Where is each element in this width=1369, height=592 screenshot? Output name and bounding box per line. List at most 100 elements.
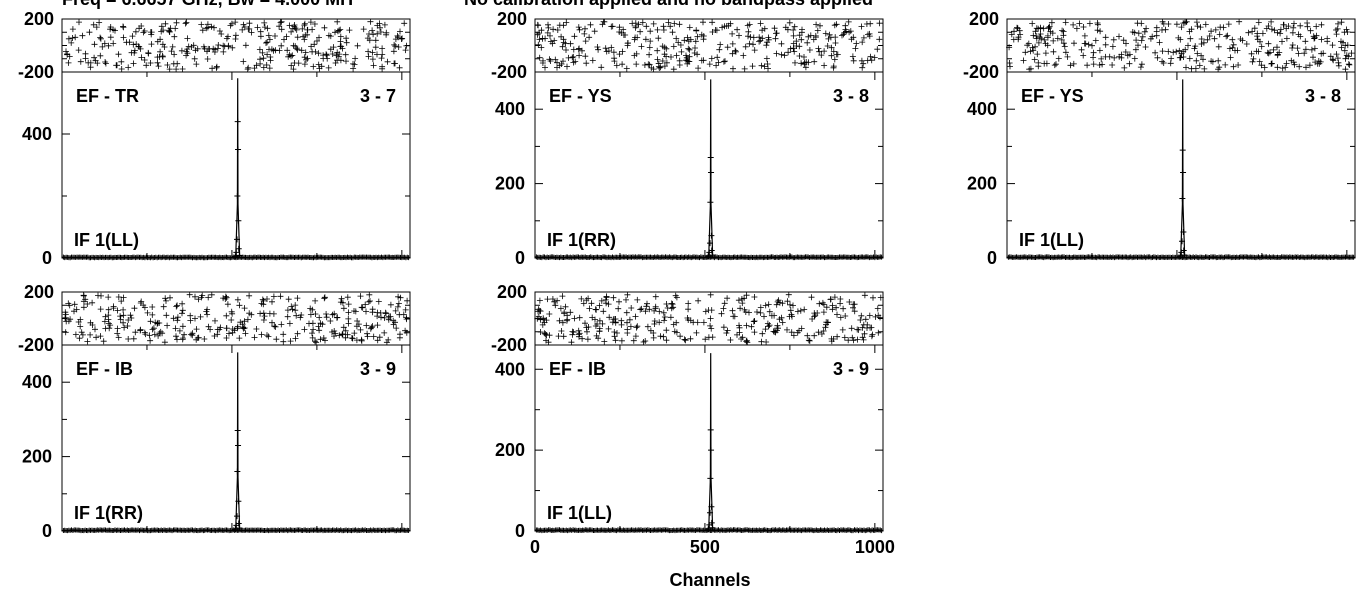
amplitude-peak-line (235, 352, 241, 531)
amplitude-point (236, 525, 243, 532)
polarization-label: IF 1(RR) (74, 503, 143, 523)
baseline-label: EF - IB (549, 359, 606, 379)
amplitude-point (233, 249, 240, 256)
amplitude-point (709, 524, 716, 531)
polarization-label: IF 1(LL) (1019, 230, 1084, 250)
amplitude-point (1177, 253, 1184, 260)
amplitude-point (708, 503, 715, 510)
amplitude-noise (61, 254, 411, 261)
amplitude-point (707, 509, 714, 516)
phase-points (534, 18, 883, 73)
phase-tick-label: 200 (497, 282, 527, 302)
phase-tick-label: -200 (18, 62, 54, 82)
amplitude-point (707, 199, 714, 206)
amplitude-tick-label: 0 (42, 521, 52, 541)
phase-tick-label: -200 (18, 335, 54, 355)
amplitude-point (235, 245, 242, 252)
polarization-label: IF 1(LL) (74, 230, 139, 250)
amplitude-point (1179, 147, 1186, 154)
phase-tick-label: -200 (491, 335, 527, 355)
phase-tick-label: 200 (24, 282, 54, 302)
antenna-pair-label: 3 - 9 (360, 359, 396, 379)
phase-points (62, 291, 411, 346)
amplitude-point (232, 526, 239, 533)
amplitude-point (234, 468, 241, 475)
amplitude-point (235, 217, 242, 224)
phase-tick-label: 200 (497, 9, 527, 29)
antenna-pair-label: 3 - 7 (360, 86, 396, 106)
x-tick-label: 0 (530, 537, 540, 557)
amplitude-point (705, 525, 712, 532)
amplitude-tick-label: 200 (495, 174, 525, 194)
amplitude-tick-label: 0 (987, 248, 997, 268)
amplitude-point (1180, 247, 1187, 254)
amplitude-tick-label: 400 (495, 99, 525, 119)
baseline-panel-1: 200 -200 0 400 EF - TR 3 - 7 IF 1(LL) (18, 9, 411, 268)
amplitude-noise (534, 527, 884, 534)
phase-points (1006, 18, 1355, 73)
amplitude-tick-label: 400 (967, 99, 997, 119)
amplitude-point (708, 232, 715, 239)
baseline-panel-5: 200 -200 0 200 400 EF - IB 3 - 9 IF 1(LL) 0 500 10… (491, 282, 895, 557)
x-axis-title: Channels (669, 570, 750, 590)
baseline-label: EF - YS (1021, 86, 1084, 106)
amplitude-peak-line (708, 79, 714, 258)
amplitude-tick-label: 200 (967, 174, 997, 194)
phase-points (534, 291, 884, 346)
amplitude-point (708, 247, 715, 254)
baseline-panel-4: 200 -200 0 200 400 EF - IB 3 - 9 IF 1(RR) (18, 282, 411, 541)
x-tick-label: 1000 (855, 537, 895, 557)
amplitude-peak-line (1180, 79, 1186, 258)
phase-tick-label: 200 (24, 9, 54, 29)
amplitude-point (707, 154, 714, 161)
header-calib-text: No calibration applied and no bandpass a… (464, 0, 873, 9)
baseline-panel-2: 200 -200 0 200 400 EF - YS 3 - 8 IF 1(RR) (491, 9, 884, 268)
amplitude-point (235, 442, 242, 449)
amplitude-point (1179, 238, 1186, 245)
amplitude-point (234, 236, 241, 243)
amplitude-tick-label: 0 (42, 248, 52, 268)
amplitude-tick-label: 0 (515, 248, 525, 268)
amplitude-point (236, 252, 243, 259)
amplitude-point (707, 475, 714, 482)
x-tick-label: 500 (690, 537, 720, 557)
amplitude-noise (534, 254, 884, 261)
amplitude-peak-line (235, 78, 241, 258)
antenna-pair-label: 3 - 9 (833, 359, 869, 379)
amplitude-point (705, 253, 712, 260)
baseline-label: EF - TR (76, 86, 139, 106)
amplitude-point (708, 447, 715, 454)
amplitude-point (234, 427, 241, 434)
amplitude-point (707, 426, 714, 433)
amplitude-point (707, 240, 714, 247)
baseline-panel-3: 200 -200 0 200 400 EF - YS 3 - 8 IF 1(LL) (963, 9, 1356, 268)
amplitude-point (234, 193, 241, 199)
amplitude-noise (1006, 254, 1356, 261)
amplitude-tick-label: 400 (495, 359, 525, 379)
baseline-label: EF - IB (76, 359, 133, 379)
phase-tick-label: 200 (969, 9, 999, 29)
amplitude-point (709, 252, 716, 259)
amplitude-tick-label: 400 (22, 124, 52, 144)
amplitude-point (1180, 169, 1187, 176)
amplitude-point (708, 519, 715, 526)
phase-tick-label: -200 (963, 62, 999, 82)
amplitude-point (235, 498, 242, 505)
phase-tick-label: -200 (491, 62, 527, 82)
amplitude-point (235, 520, 242, 527)
amplitude-point (234, 118, 241, 125)
amplitude-point (1181, 252, 1188, 259)
amplitude-peak-line (708, 353, 714, 531)
antenna-pair-label: 3 - 8 (1305, 86, 1341, 106)
amplitude-point (1179, 195, 1186, 202)
baseline-label: EF - YS (549, 86, 612, 106)
amplitude-point (234, 513, 241, 520)
amplitude-point (708, 169, 715, 176)
phase-points (63, 18, 410, 73)
amplitude-tick-label: 0 (515, 521, 525, 541)
amplitude-point (232, 253, 239, 260)
amplitude-tick-label: 200 (22, 447, 52, 467)
amplitude-tick-label: 200 (495, 440, 525, 460)
polarization-label: IF 1(LL) (547, 503, 612, 523)
